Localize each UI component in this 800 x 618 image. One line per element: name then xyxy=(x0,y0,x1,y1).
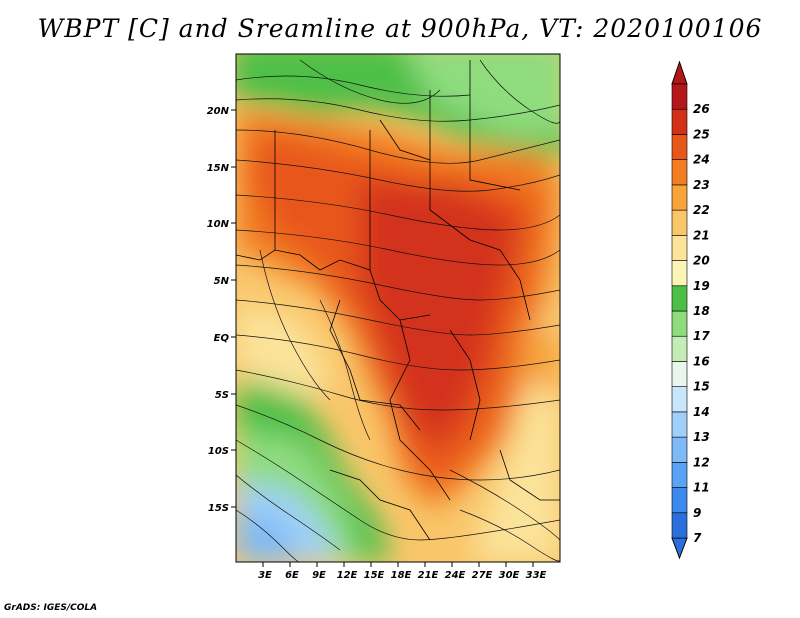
lat-tick-label: 5N xyxy=(214,276,230,287)
colorbar-label: 23 xyxy=(693,178,710,192)
colorbar-swatch xyxy=(671,335,688,362)
colorbar-label: 26 xyxy=(693,102,710,116)
colorbar: 7 9 11 12 13 14 15 16 17 18 19 20 21 22 23 24 25 26 xyxy=(671,60,710,560)
lat-tick-label: 10S xyxy=(208,446,229,457)
lon-tick-label: 30E xyxy=(499,570,520,581)
colorbar-label: 19 xyxy=(693,279,710,293)
colorbar-swatch xyxy=(671,184,688,211)
colorbar-swatch xyxy=(671,487,688,514)
lon-tick-label: 33E xyxy=(526,570,547,581)
lat-tick-label: 15N xyxy=(207,163,230,174)
colorbar-max-arrow xyxy=(671,60,688,85)
lat-tick-label: 15S xyxy=(208,503,229,514)
colorbar-swatch xyxy=(671,260,688,287)
wbpt-field xyxy=(236,54,560,562)
colorbar-swatch xyxy=(671,83,688,110)
colorbar-swatch xyxy=(671,310,688,337)
colorbar-label: 20 xyxy=(693,254,710,268)
lon-tick-label: 27E xyxy=(472,570,493,581)
colorbar-swatch xyxy=(671,159,688,186)
colorbar-swatch xyxy=(671,134,688,160)
lon-tick-label: 3E xyxy=(258,570,272,581)
lon-tick-label: 12E xyxy=(337,570,358,581)
colorbar-label: 16 xyxy=(693,354,710,368)
lat-tick-label: EQ xyxy=(214,333,230,344)
colorbar-swatch xyxy=(671,386,688,413)
colorbar-label: 17 xyxy=(693,329,710,343)
colorbar-swatch xyxy=(671,462,688,488)
colorbar-label: 12 xyxy=(693,455,710,469)
colorbar-label: 15 xyxy=(693,380,710,394)
footer-credit: GrADS: IGES/COLA xyxy=(4,603,98,613)
lat-tick-label: 10N xyxy=(207,219,230,230)
colorbar-label: 7 xyxy=(693,531,702,545)
colorbar-label: 14 xyxy=(693,405,710,419)
colorbar-label: 9 xyxy=(693,506,701,520)
country-borders xyxy=(236,60,560,541)
colorbar-swatch xyxy=(671,361,688,387)
lat-tick-label: 5S xyxy=(215,390,229,401)
lon-tick-label: 18E xyxy=(391,570,412,581)
lon-tick-label: 21E xyxy=(418,570,439,581)
colorbar-swatch xyxy=(671,512,688,539)
colorbar-swatch xyxy=(671,108,688,135)
colorbar-label: 22 xyxy=(693,203,710,217)
map-title: WBPT [C] and Sreamline at 900hPa, VT: 20… xyxy=(37,14,763,43)
colorbar-label: 18 xyxy=(693,304,710,318)
lat-tick-label: 20N xyxy=(207,106,230,117)
colorbar-label: 21 xyxy=(693,228,710,242)
colorbar-swatch xyxy=(671,235,688,261)
colorbar-swatch xyxy=(671,209,688,236)
colorbar-label: 24 xyxy=(693,153,710,167)
lon-tick-label: 6E xyxy=(285,570,299,581)
lon-tick-label: 24E xyxy=(445,570,466,581)
lat-axis xyxy=(231,109,236,508)
lon-axis xyxy=(262,562,534,567)
colorbar-label: 13 xyxy=(693,430,710,444)
colorbar-min-arrow xyxy=(671,537,688,560)
colorbar-label: 25 xyxy=(693,127,710,141)
colorbar-swatch xyxy=(671,285,688,312)
colorbar-swatch xyxy=(671,411,688,438)
lon-tick-label: 9E xyxy=(312,570,326,581)
colorbar-label: 11 xyxy=(693,481,710,495)
lon-tick-label: 15E xyxy=(364,570,385,581)
streamlines xyxy=(236,59,560,562)
colorbar-swatch xyxy=(671,436,688,463)
